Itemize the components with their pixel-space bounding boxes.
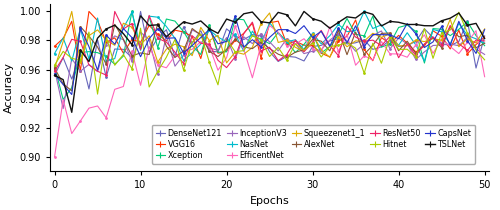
X-axis label: Epochs: Epochs [250,196,290,206]
Legend: DenseNet121, VGG16, Xception, InceptionV3, NasNet, EfficentNet, Squeezenet1_1, A: DenseNet121, VGG16, Xception, InceptionV… [152,125,475,164]
Y-axis label: Accuracy: Accuracy [4,62,14,113]
